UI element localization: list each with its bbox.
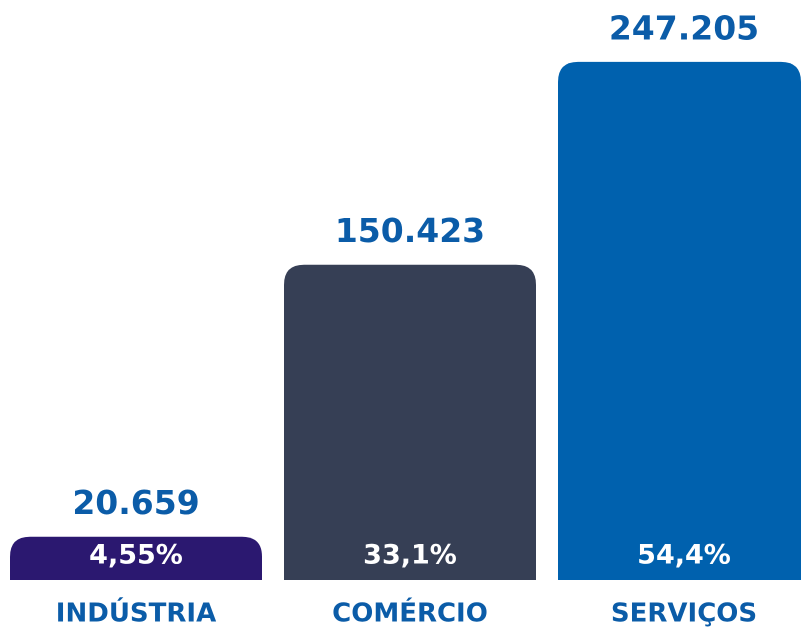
value-label: 150.423 — [335, 211, 485, 250]
category-label: COMÉRCIO — [332, 597, 488, 629]
percentage-label: 4,55% — [89, 540, 183, 571]
percentage-label: 33,1% — [363, 540, 457, 571]
bar — [10, 536, 262, 580]
percentage-label: 54,4% — [637, 540, 731, 571]
bar — [284, 264, 536, 580]
bar — [558, 61, 801, 580]
category-label: INDÚSTRIA — [56, 597, 216, 629]
value-label: 20.659 — [72, 483, 199, 522]
category-label: SERVIÇOS — [611, 599, 757, 629]
value-label: 247.205 — [609, 8, 759, 47]
